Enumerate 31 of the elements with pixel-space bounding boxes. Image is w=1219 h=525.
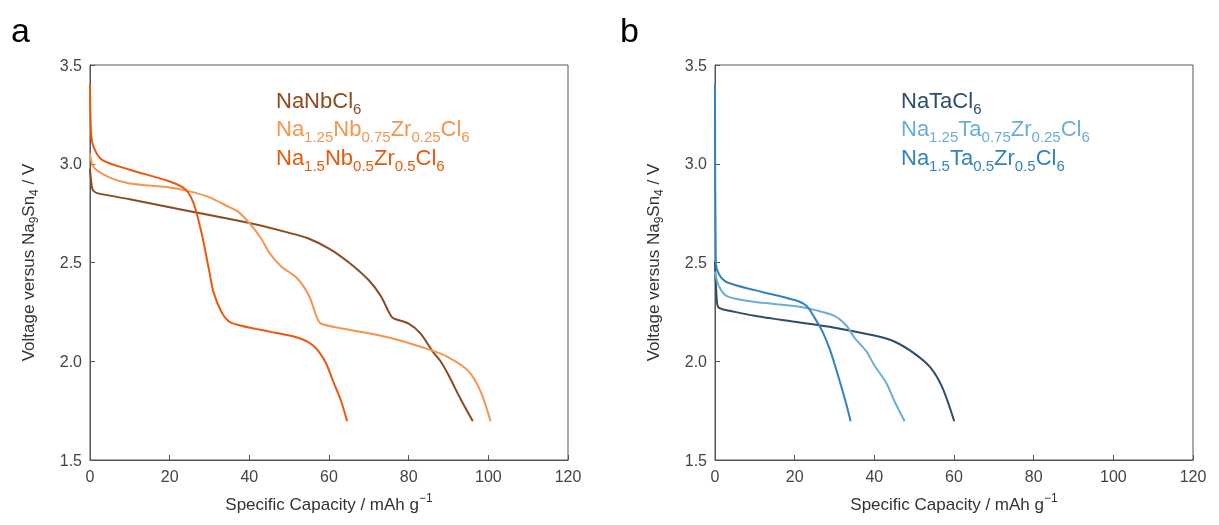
x-tick-label: 80 xyxy=(399,467,418,485)
y-axis-title: Voltage versus Na9Sn4 / V xyxy=(18,163,41,362)
x-tick-label: 80 xyxy=(1024,467,1043,485)
x-tick-label: 20 xyxy=(785,467,804,485)
x-tick-label: 60 xyxy=(320,467,338,485)
y-tick-label: 3.0 xyxy=(59,155,83,173)
line-series xyxy=(714,261,955,422)
x-tick-label: 120 xyxy=(1179,467,1207,485)
y-tick-label: 3.5 xyxy=(59,56,83,74)
y-tick-label: 2.5 xyxy=(684,254,708,271)
x-tick-label: 100 xyxy=(474,467,502,485)
line-series xyxy=(714,83,852,422)
y-tick-label: 1.5 xyxy=(684,451,708,469)
chart-title: b xyxy=(620,11,639,49)
x-tick-label: 120 xyxy=(554,467,582,485)
line-series xyxy=(714,271,906,422)
x-tick-label: 100 xyxy=(1099,467,1127,485)
y-tick-label: 3.5 xyxy=(684,56,708,74)
x-tick-label: 60 xyxy=(945,467,963,485)
y-tick-label: 1.5 xyxy=(59,451,83,469)
x-tick-label: 40 xyxy=(865,467,884,485)
y-tick-label: 2.0 xyxy=(59,352,83,370)
y-tick-label: 2.0 xyxy=(684,352,708,370)
y-axis-title: Voltage versus Na9Sn4 / V xyxy=(643,163,666,362)
x-tick-label: 20 xyxy=(160,467,179,485)
x-tick-label: 40 xyxy=(240,467,259,485)
x-tick-label: 0 xyxy=(710,467,720,485)
y-tick-label: 3.0 xyxy=(684,155,708,173)
x-tick-label: 0 xyxy=(85,467,95,485)
y-tick-label: 2.5 xyxy=(59,254,83,271)
chart-title: a xyxy=(11,11,30,49)
